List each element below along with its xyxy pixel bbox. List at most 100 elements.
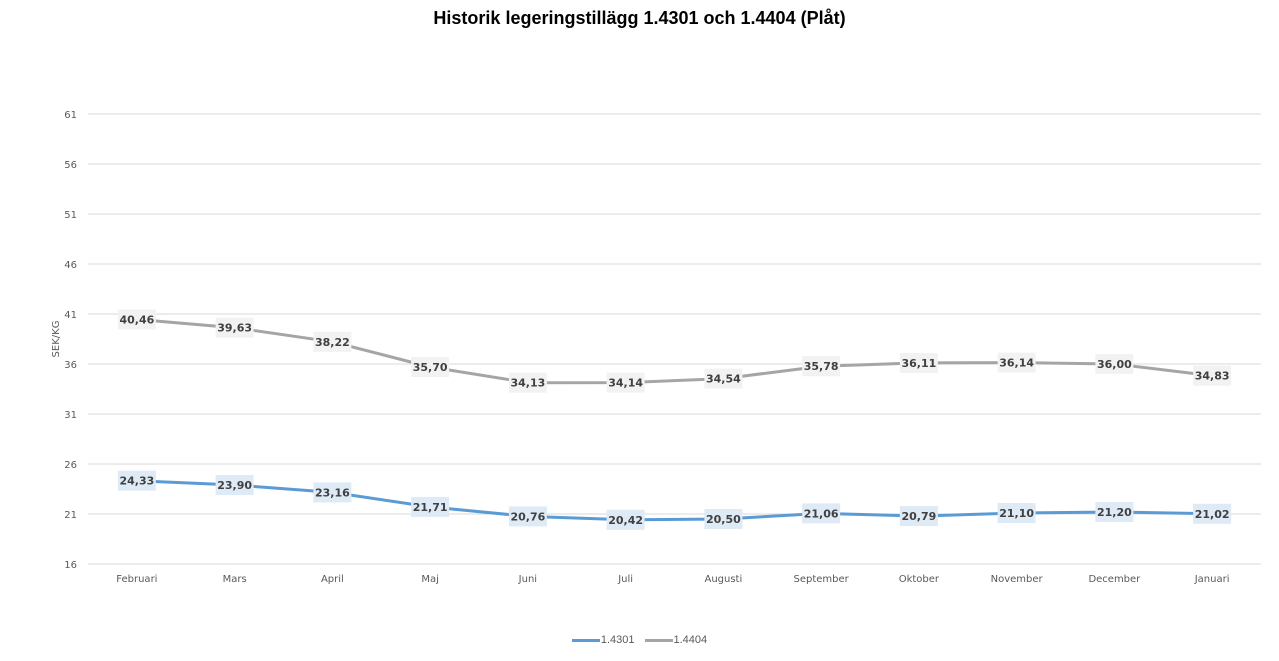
- data-label: 20,79: [899, 506, 938, 527]
- data-label-background: [215, 317, 254, 338]
- y-tick-label: 31: [64, 410, 77, 421]
- data-label-text: 24,33: [119, 475, 154, 488]
- data-label-background: [802, 503, 841, 524]
- x-tick-label: Januari: [1194, 574, 1230, 585]
- data-label: 34,83: [1193, 365, 1232, 386]
- data-label-text: 36,14: [999, 357, 1034, 370]
- data-label: 36,00: [1095, 354, 1134, 374]
- y-tick-label: 51: [64, 210, 77, 221]
- data-label-background: [704, 509, 743, 529]
- data-label-text: 34,14: [608, 377, 643, 390]
- data-label-text: 21,10: [999, 507, 1034, 520]
- y-tick-label: 56: [64, 160, 77, 171]
- data-label-text: 40,46: [119, 313, 154, 326]
- data-label-text: 21,71: [413, 501, 448, 514]
- data-label-background: [1095, 502, 1134, 522]
- data-label-background: [1095, 354, 1134, 374]
- y-axis-label: SEK/KG: [51, 321, 62, 358]
- x-tick-label: Oktober: [899, 574, 940, 585]
- data-label: 21,71: [411, 496, 450, 517]
- data-label-text: 20,50: [706, 513, 741, 526]
- y-axis-ticks: 61 56 51 46 41 36 31 26 21 16: [64, 110, 77, 571]
- data-label-text: 21,20: [1097, 506, 1132, 519]
- series-line-1-4404[interactable]: [135, 317, 1214, 385]
- legend-swatch-1-4404: [644, 638, 673, 642]
- data-label: 20,42: [606, 509, 645, 530]
- y-tick-label: 21: [64, 510, 77, 521]
- data-label-background: [508, 372, 547, 393]
- data-label-background: [313, 482, 352, 503]
- data-labels: 24,33 23,90 23,16 21,71 20,76 20,42 20,50 21,06…: [117, 309, 1232, 530]
- legend-item-1-4301[interactable]: 1.4301: [571, 634, 635, 646]
- data-label: 24,33: [117, 470, 156, 491]
- data-label-text: 35,78: [804, 360, 839, 373]
- x-tick-label: April: [321, 574, 344, 585]
- data-label: 23,90: [215, 475, 254, 495]
- data-label-background: [997, 352, 1036, 373]
- y-tick-label: 36: [64, 360, 77, 371]
- data-label-background: [1193, 503, 1232, 524]
- data-label: 35,78: [802, 356, 841, 377]
- legend: 1.4301 1.4404: [0, 634, 1279, 646]
- x-tick-label: Juli: [617, 574, 633, 585]
- y-tick-label: 26: [64, 460, 77, 471]
- legend-item-1-4404[interactable]: 1.4404: [644, 634, 708, 646]
- data-label-background: [117, 309, 156, 330]
- data-label: 23,16: [313, 482, 352, 503]
- gridlines: [88, 113, 1261, 565]
- data-label-background: [411, 496, 450, 517]
- chart-title: Historik legeringstillägg 1.4301 och 1.4…: [433, 8, 846, 28]
- data-label-background: [508, 506, 547, 527]
- data-label-background: [997, 503, 1036, 523]
- data-label-text: 34,54: [706, 373, 741, 386]
- data-label: 36,11: [899, 352, 938, 373]
- x-tick-label: December: [1088, 574, 1141, 585]
- data-label-text: 20,42: [608, 514, 643, 527]
- x-tick-label: Maj: [421, 574, 439, 585]
- x-axis-ticks: Februari Mars April Maj Juni Juli Augusti Septe…: [116, 574, 1229, 585]
- data-label: 20,50: [704, 509, 743, 529]
- data-label-text: 23,16: [315, 486, 350, 499]
- data-label: 38,22: [313, 331, 352, 352]
- data-label-text: 38,22: [315, 336, 350, 349]
- data-label: 20,76: [508, 506, 547, 527]
- data-label-text: 34,13: [510, 377, 545, 390]
- x-tick-label: Mars: [223, 574, 247, 585]
- data-label-background: [215, 475, 254, 495]
- data-label: 36,14: [997, 352, 1036, 373]
- y-tick-label: 16: [64, 560, 77, 571]
- data-label-text: 36,11: [901, 357, 936, 370]
- data-label-text: 35,70: [413, 361, 448, 374]
- data-label: 34,54: [704, 368, 743, 389]
- data-label: 21,06: [802, 503, 841, 524]
- legend-swatch-1-4301: [571, 638, 600, 642]
- data-label-text: 20,76: [510, 510, 545, 523]
- data-label: 21,02: [1193, 503, 1232, 524]
- y-tick-label: 41: [64, 310, 77, 321]
- data-label: 35,70: [411, 357, 450, 377]
- y-tick-label: 46: [64, 260, 77, 271]
- x-tick-label: Juni: [518, 574, 537, 585]
- data-label: 21,10: [997, 503, 1036, 523]
- legend-label-1-4404: 1.4404: [673, 634, 708, 646]
- data-label-background: [704, 368, 743, 389]
- data-label-background: [117, 470, 156, 491]
- data-label-background: [411, 357, 450, 377]
- data-label-background: [313, 331, 352, 352]
- data-label-background: [899, 506, 938, 527]
- data-label: 34,14: [606, 372, 645, 393]
- data-label-text: 39,63: [217, 322, 252, 335]
- y-tick-label: 61: [64, 110, 77, 121]
- data-label-background: [802, 356, 841, 377]
- data-label: 34,13: [508, 372, 547, 393]
- data-label: 39,63: [215, 317, 254, 338]
- data-label-background: [606, 509, 645, 530]
- data-label-background: [899, 352, 938, 373]
- data-label-text: 21,06: [804, 507, 839, 520]
- series-lines: [135, 317, 1214, 522]
- legend-label-1-4301: 1.4301: [600, 634, 635, 646]
- x-tick-label: September: [793, 574, 849, 585]
- data-label-background: [606, 372, 645, 393]
- x-tick-label: November: [991, 574, 1044, 585]
- data-label: 40,46: [117, 309, 156, 330]
